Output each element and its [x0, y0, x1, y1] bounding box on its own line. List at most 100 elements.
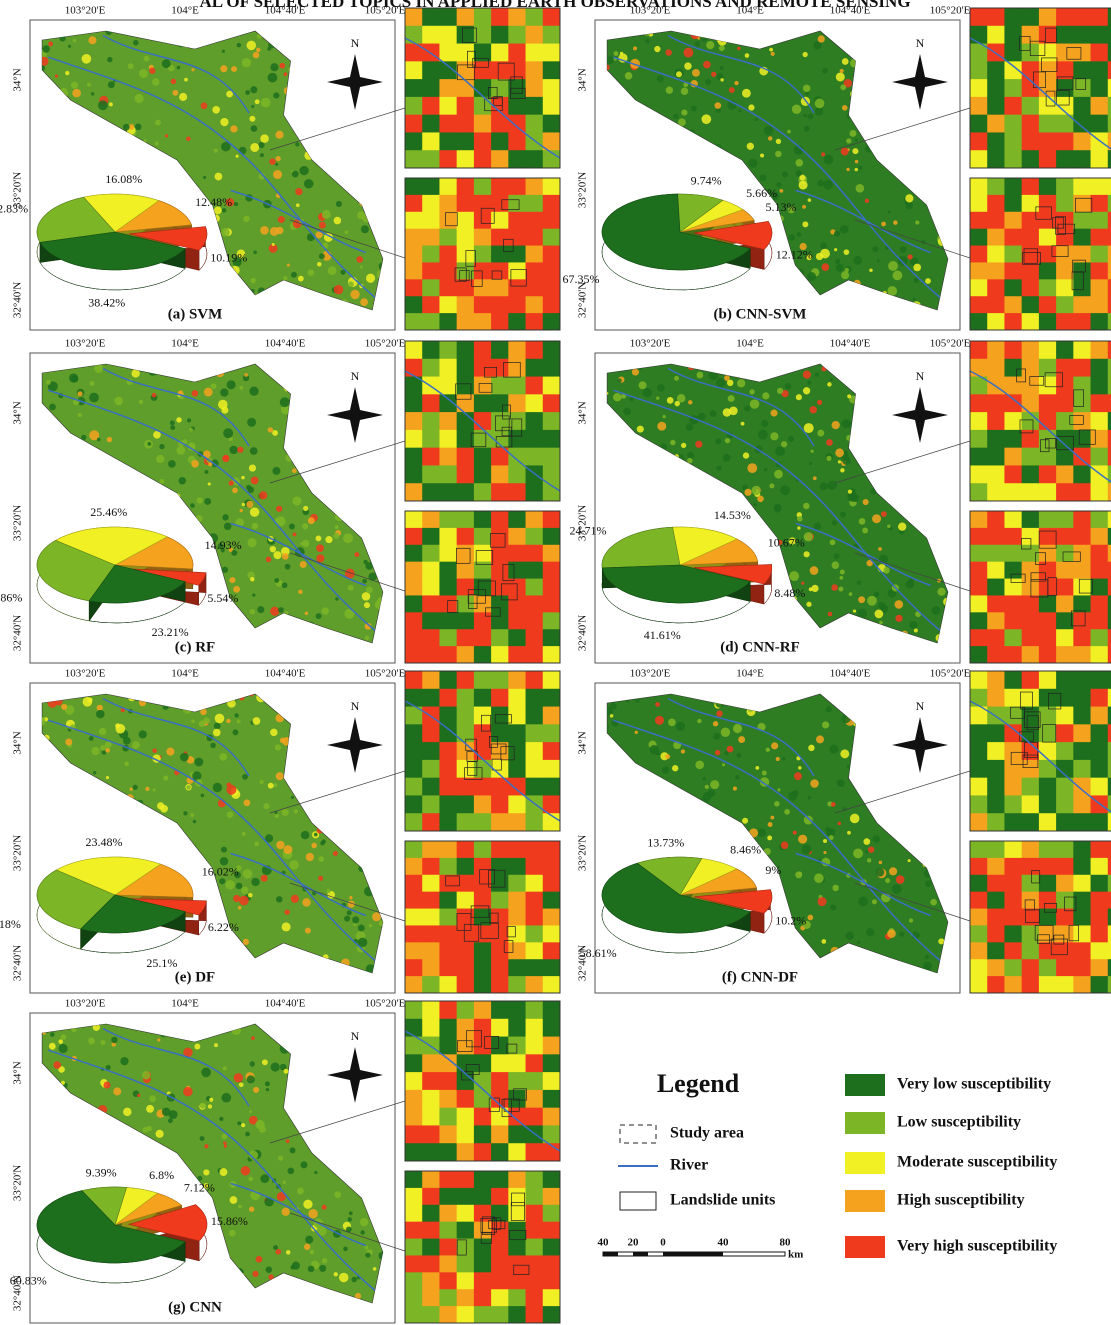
inset-cell: [439, 1143, 457, 1161]
texture-dot: [775, 446, 785, 456]
inset-cell: [970, 942, 988, 959]
inset-cell: [405, 545, 423, 562]
texture-dot: [295, 142, 299, 146]
inset-cell: [422, 313, 440, 330]
latitude-label: 33°20'N: [12, 835, 24, 871]
inset-cell: [1004, 150, 1022, 168]
inset-cell: [1056, 262, 1074, 279]
texture-dot: [270, 63, 278, 71]
texture-dot: [799, 181, 808, 190]
texture-dot: [811, 585, 818, 592]
inset-cell: [526, 1255, 544, 1272]
texture-dot: [239, 509, 242, 512]
inset-cell: [491, 671, 509, 689]
inset-cell: [491, 412, 509, 430]
inset-cell: [508, 150, 526, 168]
inset-cell: [508, 1125, 526, 1143]
texture-dot: [194, 758, 203, 767]
texture-dot: [252, 593, 255, 596]
inset-cell: [1091, 44, 1109, 62]
inset-cell: [405, 279, 423, 296]
inset-cell: [422, 595, 440, 612]
texture-dot: [293, 532, 297, 536]
inset-cell: [543, 341, 561, 359]
inset-cell: [970, 132, 988, 150]
inset-cell: [1056, 212, 1074, 229]
inset-cell: [1039, 150, 1057, 168]
inset-cell: [526, 1171, 544, 1188]
inset-cell: [1004, 279, 1022, 296]
inset-cell: [526, 707, 544, 725]
inset-cell: [439, 1090, 457, 1108]
texture-dot: [227, 380, 236, 389]
inset-cell: [1073, 545, 1091, 562]
inset-cell: [422, 394, 440, 412]
inset-cell: [474, 925, 492, 942]
inset-cell: [987, 742, 1005, 760]
longitude-label: 103°20'E: [65, 998, 106, 1010]
texture-dot: [226, 785, 236, 795]
texture-dot: [676, 722, 685, 731]
texture-dot: [215, 714, 225, 724]
inset-cell: [422, 1108, 440, 1126]
inset-cell: [1039, 246, 1057, 263]
inset-cell: [474, 511, 492, 528]
inset-cell: [970, 795, 988, 813]
inset-cell: [1091, 97, 1109, 115]
texture-dot: [721, 728, 730, 737]
inset-cell: [422, 212, 440, 229]
longitude-label: 105°20'E: [930, 5, 971, 17]
inset-cell: [439, 646, 457, 663]
texture-dot: [931, 606, 940, 615]
inset-cell: [422, 132, 440, 150]
inset-cell: [405, 909, 423, 926]
texture-dot: [200, 1103, 206, 1109]
inset-cell: [491, 1125, 509, 1143]
legend-class-label: Moderate susceptibility: [897, 1154, 1057, 1171]
panel-title: (g) CNN: [168, 1299, 222, 1315]
texture-dot: [758, 430, 768, 440]
texture-dot: [242, 503, 245, 506]
legend-swatch: [845, 1236, 885, 1258]
inset-cell: [526, 195, 544, 212]
texture-dot: [639, 381, 647, 389]
inset-cell: [1022, 976, 1040, 993]
texture-dot: [316, 536, 322, 542]
texture-dot: [170, 420, 175, 425]
inset-cell: [543, 1272, 561, 1289]
map-panel: 103°20'E104°E104°40'E105°20'E34°N33°20'N…: [12, 338, 561, 667]
inset-cell: [491, 689, 509, 707]
inset-cell: [1022, 813, 1040, 831]
inset-cell: [526, 562, 544, 579]
inset-cell: [405, 1143, 423, 1161]
inset-cell: [508, 1019, 526, 1037]
texture-dot: [774, 470, 783, 479]
inset-cell: [474, 296, 492, 313]
inset-cell: [508, 778, 526, 796]
inset-cell: [1056, 795, 1074, 813]
inset-cell: [987, 612, 1005, 629]
inset-cell: [439, 528, 457, 545]
inset-cell: [1056, 229, 1074, 246]
texture-dot: [670, 440, 676, 446]
longitude-label: 105°20'E: [365, 338, 406, 350]
inset-cell: [1004, 296, 1022, 313]
inset-cell: [405, 394, 423, 412]
inset-cell: [439, 178, 457, 195]
texture-dot: [190, 503, 195, 508]
texture-dot: [629, 397, 633, 401]
inset-cell: [405, 1019, 423, 1037]
texture-dot: [91, 92, 94, 95]
texture-dot: [365, 636, 370, 641]
inset-cell: [439, 671, 457, 689]
inset-cell: [1091, 841, 1109, 858]
texture-dot: [276, 772, 284, 780]
texture-dot: [266, 556, 272, 562]
inset-cell: [405, 1108, 423, 1126]
inset-cell: [439, 132, 457, 150]
texture-dot: [227, 811, 234, 818]
texture-dot: [807, 915, 813, 921]
latitude-label: 33°20'N: [12, 505, 24, 541]
texture-dot: [839, 576, 843, 580]
inset-cell: [1056, 976, 1074, 993]
